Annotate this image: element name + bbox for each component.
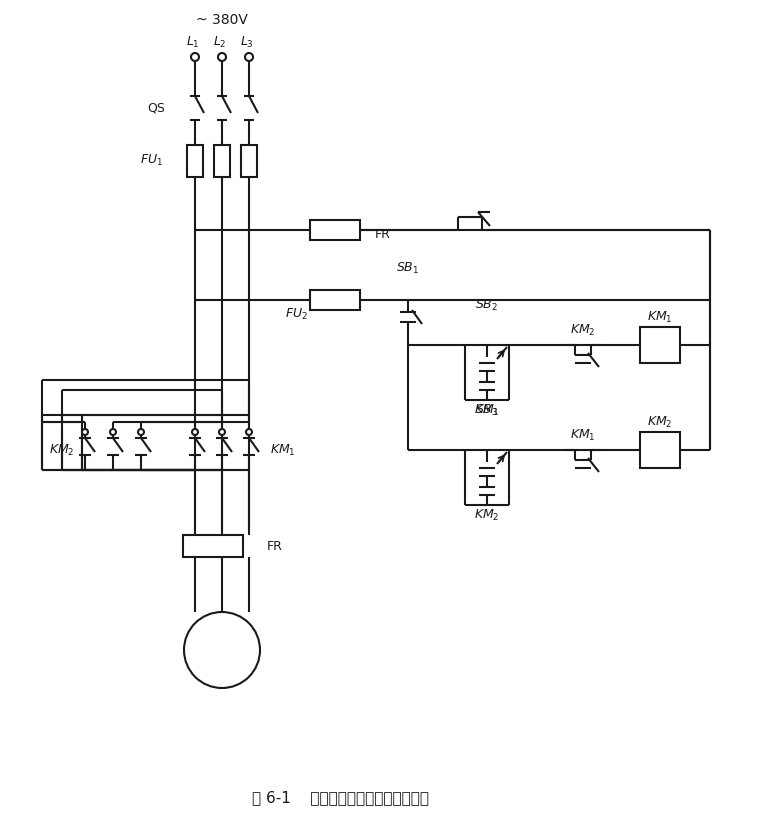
Text: 图 6-1    交流电动机的正反转控制电路: 图 6-1 交流电动机的正反转控制电路 [252,790,429,805]
Bar [640,327,680,363]
Text: FR: FR [267,539,283,553]
Bar [310,220,360,240]
Text: $L_2$: $L_2$ [214,34,226,50]
Text: $SB_3$: $SB_3$ [475,402,499,417]
Circle shape [192,429,198,435]
Text: $KM_2$: $KM_2$ [570,322,596,337]
Bar [214,145,230,177]
Text: $KM_1$: $KM_1$ [474,402,500,417]
Text: $FU_1$: $FU_1$ [140,152,163,168]
Bar [187,145,203,177]
Bar [310,290,360,310]
Circle shape [218,53,226,61]
Text: $KM_2$: $KM_2$ [49,442,75,458]
Circle shape [82,429,88,435]
Text: $KM_1$: $KM_1$ [570,427,596,443]
Circle shape [219,429,225,435]
Circle shape [184,612,260,688]
Text: $SB_2$: $SB_2$ [476,297,499,312]
Text: $KM_1$: $KM_1$ [648,309,673,325]
Text: M: M [215,633,230,651]
Bar [241,145,257,177]
Text: FR: FR [375,229,391,242]
Text: $KM_2$: $KM_2$ [474,508,500,523]
Circle shape [138,429,144,435]
Circle shape [245,53,253,61]
Circle shape [110,429,116,435]
Text: QS: QS [147,101,165,115]
Text: $L_3$: $L_3$ [240,34,254,50]
Text: $FU_2$: $FU_2$ [285,307,308,322]
Text: 3~: 3~ [213,653,231,666]
Circle shape [191,53,199,61]
Circle shape [246,429,252,435]
Text: $KM_1$: $KM_1$ [270,442,296,458]
Text: $SB_1$: $SB_1$ [397,260,420,276]
Text: ~ 380V: ~ 380V [196,13,248,27]
Text: $L_1$: $L_1$ [186,34,200,50]
Bar [183,535,243,557]
Text: $KM_2$: $KM_2$ [648,415,673,430]
Bar [640,432,680,468]
